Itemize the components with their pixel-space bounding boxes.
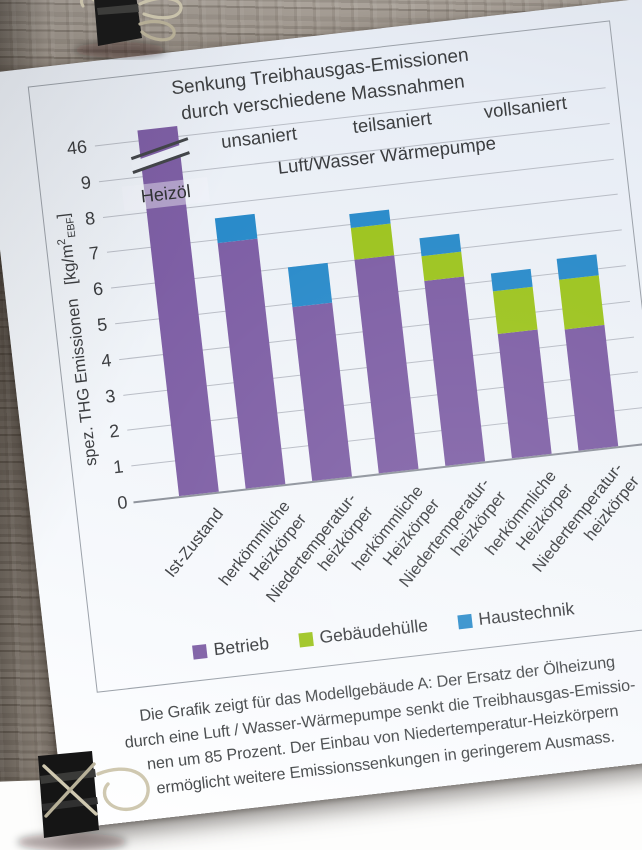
bar-segment-betrieb xyxy=(497,329,552,459)
y-tick-label: 7 xyxy=(87,243,101,265)
binder-clip-top xyxy=(74,0,183,58)
bar-segment-haustechnik xyxy=(214,213,258,244)
y-tick-label: 0 xyxy=(116,492,129,514)
bar-segment-geb-udeh-lle xyxy=(421,251,465,281)
bar-segment-betrieb xyxy=(354,255,419,474)
y-tick-label: 2 xyxy=(108,420,121,442)
chart-paper: Senkung Treibhausgas-Emissionen durch ve… xyxy=(0,0,642,830)
legend-swatch-gebaeudehuelle xyxy=(297,631,314,648)
legend-swatch-haustechnik xyxy=(456,613,473,629)
bar-segment-haustechnik xyxy=(287,263,333,307)
y-tick-label: 1 xyxy=(112,456,125,478)
bar-segment-haustechnik xyxy=(556,254,599,280)
y-tick-label: 3 xyxy=(104,385,117,407)
clip-body xyxy=(38,751,99,838)
bar-segment-betrieb xyxy=(424,276,486,466)
clip-handle-upper xyxy=(138,0,183,20)
bar-segment-betrieb xyxy=(564,325,619,451)
binder-clip-bottom xyxy=(17,751,150,850)
clip-shadow xyxy=(74,42,166,58)
bar-segment-geb-udeh-lle xyxy=(559,275,605,330)
legend-swatch-betrieb xyxy=(192,643,208,660)
y-tick-label: 5 xyxy=(96,314,109,336)
bar-segment-geb-udeh-lle xyxy=(350,223,395,260)
y-tick-label: 46 xyxy=(65,136,89,159)
bar-segment-betrieb xyxy=(217,238,286,489)
bar-segment-betrieb xyxy=(292,302,352,481)
clip-body-highlight xyxy=(40,769,96,784)
clip-handle-loop xyxy=(96,767,150,812)
clip-shadow xyxy=(17,833,127,850)
clip-wire-cross2 xyxy=(44,762,96,818)
clip-handle-lower xyxy=(138,20,176,42)
y-tick-label: 4 xyxy=(100,349,113,371)
y-tick-label: 8 xyxy=(83,207,97,229)
clip-body-highlight xyxy=(97,4,139,15)
bar-segment-geb-udeh-lle xyxy=(492,286,538,334)
y-tick-label: 6 xyxy=(92,278,105,300)
y-tick-label: 9 xyxy=(79,171,93,194)
clip-wire-left xyxy=(79,0,96,8)
